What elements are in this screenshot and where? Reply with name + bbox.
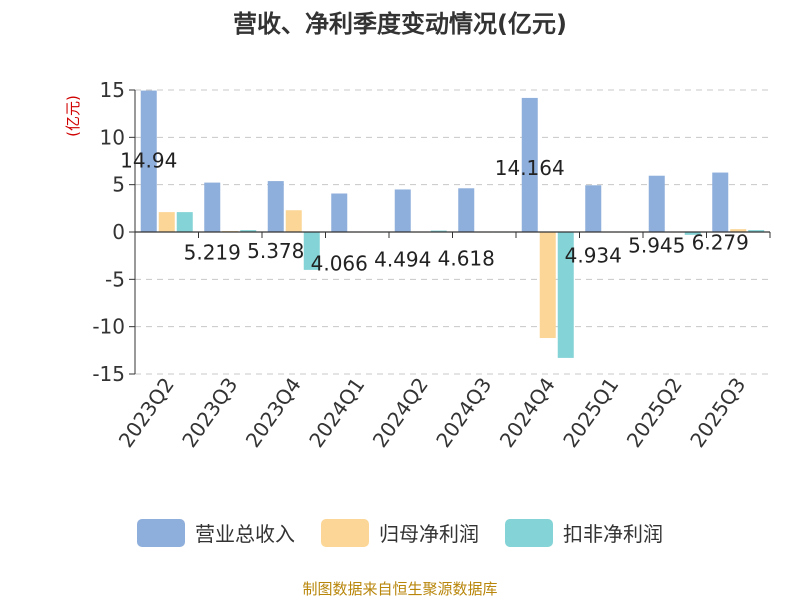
legend-swatch-net-profit — [321, 518, 369, 547]
bar-revenue — [140, 90, 157, 233]
x-tick-label: 2023Q4 — [241, 373, 306, 452]
legend-item-deducted-net-profit[interactable]: 扣非净利润 — [505, 518, 663, 547]
x-tick-label: 2024Q1 — [304, 373, 369, 452]
legend-label-revenue: 营业总收入 — [195, 522, 295, 546]
bar-revenue — [204, 182, 221, 232]
x-tick-label: 2025Q2 — [622, 373, 687, 452]
data-label: 14.94 — [120, 149, 177, 173]
bar-revenue — [521, 97, 538, 233]
legend-label-net-profit: 归母净利润 — [379, 522, 479, 546]
data-label: 4.494 — [374, 247, 431, 271]
bar-net-profit — [285, 210, 302, 232]
data-label: 4.066 — [311, 252, 368, 276]
bar-deducted-net-profit — [430, 230, 447, 232]
data-label: 5.219 — [184, 241, 241, 265]
chart-title: 营收、净利季度变动情况(亿元) — [233, 10, 567, 38]
data-source-note: 制图数据来自恒生聚源数据库 — [302, 580, 498, 598]
legend-label-deducted-net-profit: 扣非净利润 — [563, 522, 663, 546]
y-tick-label: -5 — [105, 267, 125, 291]
data-label: 5.378 — [247, 239, 304, 263]
x-tick-label: 2024Q4 — [495, 373, 560, 452]
bar-revenue — [458, 188, 475, 232]
x-tick-label: 2025Q1 — [558, 373, 623, 452]
bar-revenue — [585, 185, 602, 232]
bar-net-profit — [539, 232, 556, 339]
y-tick-label: 15 — [100, 78, 125, 102]
bar-deducted-net-profit — [748, 230, 765, 232]
bar-revenue — [267, 181, 284, 232]
legend-item-revenue[interactable]: 营业总收入 — [137, 518, 295, 547]
bar-revenue — [331, 193, 348, 232]
bar-revenue — [394, 189, 411, 232]
y-tick-label: 0 — [112, 220, 125, 244]
bar-net-profit — [730, 229, 747, 232]
x-tick-label: 2024Q3 — [431, 373, 496, 452]
y-axis-label: (亿元) — [64, 95, 82, 137]
y-tick-label: -10 — [92, 315, 125, 339]
bar-deducted-net-profit — [557, 232, 574, 358]
data-label: 14.164 — [495, 156, 565, 180]
y-tick-label: 5 — [112, 173, 125, 197]
bar-revenue — [648, 175, 665, 232]
bar-deducted-net-profit — [684, 232, 701, 235]
y-tick-label: -15 — [92, 362, 125, 386]
data-label: 4.618 — [438, 246, 495, 270]
bar-net-profit — [158, 212, 175, 232]
bar-revenue — [712, 172, 729, 232]
y-tick-label: 10 — [100, 125, 125, 149]
legend-swatch-revenue — [137, 518, 185, 547]
x-tick-label: 2025Q3 — [685, 373, 750, 452]
x-tick-label: 2023Q3 — [177, 373, 242, 452]
data-label: 5.945 — [628, 234, 685, 258]
legend-item-net-profit[interactable]: 归母净利润 — [321, 518, 479, 547]
bar-deducted-net-profit — [240, 230, 257, 232]
legend: 营业总收入 归母净利润 扣非净利润 — [0, 518, 800, 547]
bar-deducted-net-profit — [303, 232, 320, 270]
legend-swatch-deducted-net-profit — [505, 518, 553, 547]
bar-deducted-net-profit — [176, 212, 193, 232]
data-label: 6.279 — [692, 231, 749, 255]
data-label: 4.934 — [565, 243, 622, 267]
x-tick-label: 2024Q2 — [368, 373, 433, 452]
